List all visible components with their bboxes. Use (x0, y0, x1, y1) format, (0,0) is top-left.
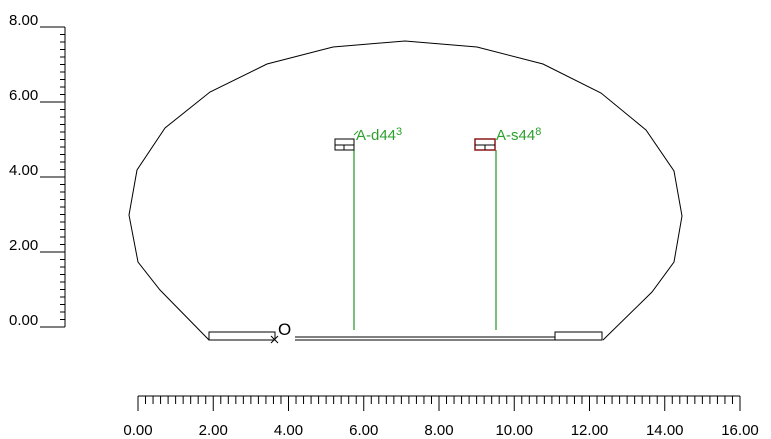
horizontal-tick-label: 0.00 (123, 422, 152, 439)
horizontal-tick-label: 16.00 (721, 422, 759, 439)
horizontal-tick-label: 4.00 (274, 422, 303, 439)
origin-marker (270, 335, 279, 344)
left-footing (208, 331, 276, 341)
horizontal-scale: 0.00 2.00 4.00 6.00 8.00 10.00 12.00 14.00 16.00 (123, 395, 759, 439)
vertical-tick-label: 4.00 (9, 162, 38, 179)
origin-label: O (278, 320, 291, 339)
horizontal-tick-label: 8.00 (424, 422, 453, 439)
horizontal-tick-label: 6.00 (349, 422, 378, 439)
marker-a-s44: A-s448 (474, 126, 541, 330)
vertical-tick-label: 2.00 (9, 237, 38, 254)
horizontal-tick-label: 14.00 (646, 422, 684, 439)
horizontal-tick-label: 10.00 (495, 422, 533, 439)
marker-a-d44: A-d443 (334, 126, 402, 330)
vertical-tick-label: 0.00 (9, 312, 38, 329)
horizontal-tick-label: 2.00 (199, 422, 228, 439)
right-footing (554, 331, 603, 341)
marker-a-d44-label: A-d443 (356, 126, 402, 144)
marker-a-d44-superscript: 3 (396, 126, 402, 138)
vertical-scale: 0.00 2.00 4.00 6.00 8.00 (9, 12, 66, 329)
vertical-tick-label: 8.00 (9, 12, 38, 29)
marker-a-s44-superscript: 8 (535, 126, 541, 138)
vertical-tick-label: 6.00 (9, 87, 38, 104)
horizontal-tick-label: 12.00 (571, 422, 609, 439)
tunnel-profile-outline (128, 40, 683, 341)
marker-a-s44-label: A-s448 (496, 126, 541, 144)
